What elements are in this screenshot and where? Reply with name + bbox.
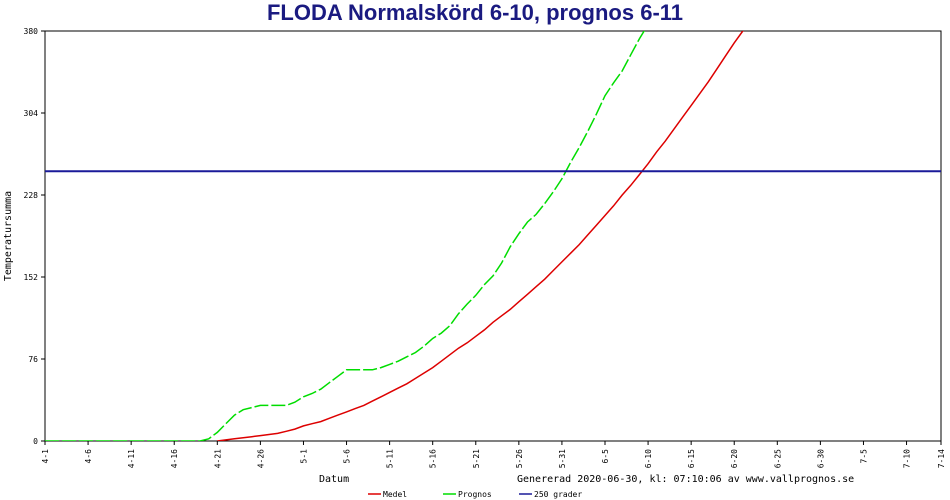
x-tick-label: 7-5: [859, 449, 868, 464]
legend-label-1: Prognos: [458, 490, 492, 499]
x-tick-label: 4-16: [170, 449, 179, 468]
series-line-0: [217, 31, 744, 441]
y-tick-label: 228: [24, 191, 39, 200]
x-tick-label: 7-10: [903, 449, 912, 468]
chart-title: FLODA Normalskörd 6-10, prognos 6-11: [267, 0, 683, 25]
x-tick-label: 5-31: [558, 449, 567, 468]
x-tick-label: 4-21: [213, 449, 222, 468]
x-tick-label: 7-14: [937, 449, 946, 468]
plot-frame: [44, 30, 942, 442]
x-tick-label: 4-1: [41, 449, 50, 464]
x-tick-label: 5-11: [386, 449, 395, 468]
x-tick-label: 6-15: [687, 449, 696, 468]
x-axis-ticks: 4-1 4-6 4-11 4-16 4-21 4-26 5-1 5-6 5-11 5-16 5-21…: [41, 441, 946, 468]
x-tick-label: 6-30: [816, 449, 825, 468]
y-tick-label: 76: [28, 355, 38, 364]
x-tick-label: 5-21: [472, 449, 481, 468]
x-tick-label: 6-5: [601, 449, 610, 464]
x-tick-label: 6-10: [644, 449, 653, 468]
y-tick-label: 152: [24, 273, 39, 282]
x-tick-label: 6-25: [773, 449, 782, 468]
y-axis-label: Temperatursumma: [3, 191, 14, 281]
legend: Medel Prognos 250 grader: [368, 490, 582, 499]
x-tick-label: 5-1: [299, 449, 308, 464]
y-tick-label: 304: [24, 109, 39, 118]
legend-label-0: Medel: [383, 490, 407, 499]
y-axis-ticks: 0 76 152 228 304 380: [24, 27, 45, 446]
footer-text: Genererad 2020-06-30, kl: 07:10:06 av ww…: [517, 474, 854, 485]
x-tick-label: 4-26: [256, 449, 265, 468]
x-tick-label: 4-11: [127, 449, 136, 468]
series-lines: [45, 31, 941, 441]
legend-label-2: 250 grader: [534, 490, 582, 499]
y-tick-label: 380: [24, 27, 39, 36]
x-tick-label: 5-6: [343, 449, 352, 464]
x-tick-label: 6-20: [730, 449, 739, 468]
x-tick-label: 4-6: [84, 449, 93, 464]
x-tick-label: 5-26: [515, 449, 524, 468]
x-tick-label: 5-16: [429, 449, 438, 468]
y-tick-label: 0: [33, 437, 38, 446]
series-line-1: [45, 31, 646, 441]
x-axis-label: Datum: [319, 474, 349, 485]
